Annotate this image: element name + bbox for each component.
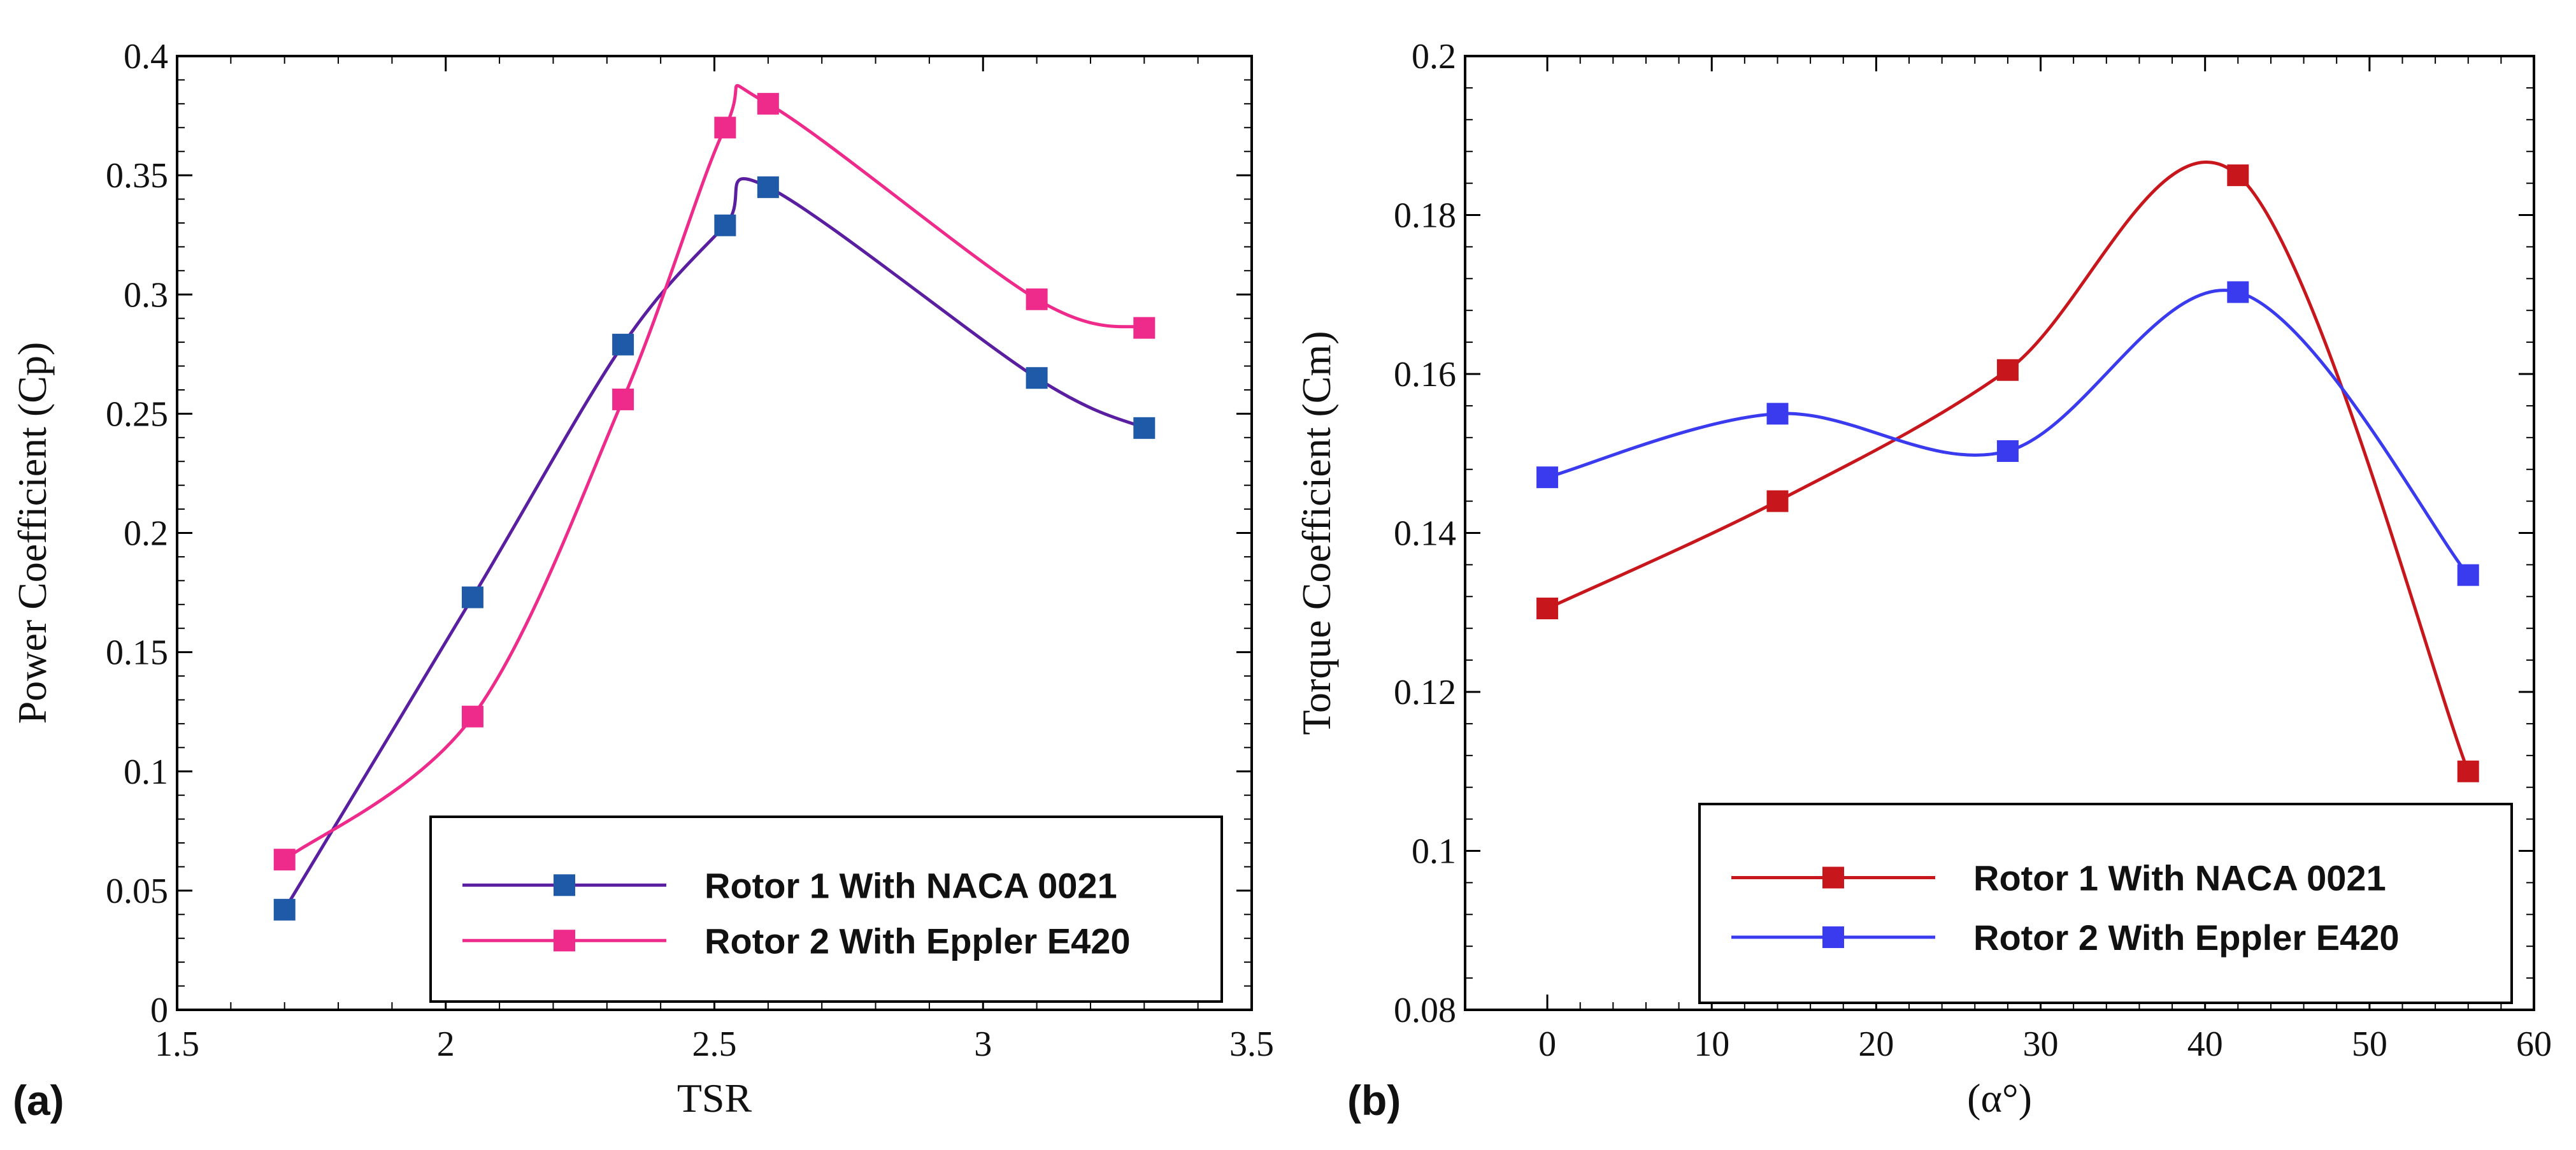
y-tick-label: 0.35 <box>106 156 168 196</box>
x-tick-label: 3 <box>974 1024 992 1064</box>
x-tick-label: 20 <box>1858 1024 1894 1064</box>
y-tick-label: 0.16 <box>1394 355 1456 394</box>
legend-box <box>429 816 1223 1003</box>
series-line-1 <box>1547 161 2470 772</box>
data-point-marker <box>757 92 779 115</box>
legend-label-1: Rotor 1 With NACA 0021 <box>1973 858 2386 898</box>
y-tick-label: 0.05 <box>106 872 168 911</box>
x-tick-label: 30 <box>2023 1024 2059 1064</box>
series-line-2 <box>1547 289 2470 577</box>
data-point-marker <box>1026 367 1048 389</box>
x-tick-label: 10 <box>1694 1024 1729 1064</box>
y-tick-label: 0.1 <box>124 752 168 792</box>
data-point-marker <box>612 388 634 410</box>
y-tick-label: 0.3 <box>124 275 168 315</box>
data-point-marker <box>461 586 483 608</box>
data-point-marker <box>1133 417 1156 439</box>
data-point-marker <box>612 333 634 356</box>
data-point-marker <box>461 705 483 728</box>
x-axis-title: TSR <box>677 1075 752 1121</box>
data-point-marker <box>1026 288 1048 310</box>
x-tick-label: 1.5 <box>155 1024 199 1064</box>
panel-label: (a) <box>13 1077 64 1124</box>
data-point-marker <box>1996 440 2019 463</box>
y-tick-label: 0.25 <box>106 394 168 434</box>
y-tick-label: 0 <box>150 991 168 1030</box>
series-line-1 <box>283 177 1145 911</box>
y-tick-label: 0.2 <box>124 514 168 554</box>
legend-marker-2 <box>554 930 575 952</box>
data-point-marker <box>757 176 779 198</box>
x-tick-label: 0 <box>1538 1024 1556 1064</box>
legend-marker-1 <box>1822 866 1844 889</box>
y-tick-label: 0.15 <box>106 633 168 673</box>
y-tick-label: 0.12 <box>1394 673 1456 712</box>
x-tick-label: 50 <box>2352 1024 2387 1064</box>
data-point-marker <box>1536 598 1559 620</box>
series-line-2 <box>283 83 1145 861</box>
x-tick-label: 60 <box>2516 1024 2552 1064</box>
legend-marker-1 <box>554 874 575 896</box>
y-tick-label: 0.1 <box>1412 832 1456 872</box>
y-axis-title: Power Coefficient (Cp) <box>10 342 55 724</box>
data-point-marker <box>2227 281 2249 303</box>
x-tick-label: 2 <box>437 1024 455 1064</box>
chart-panel-a: 1.5 2 2.5 3 3.5 0 0.05 0.1 0.15 0.2 0.25 0.3 0.35 0.4… <box>10 37 1274 1124</box>
legend-label-2: Rotor 2 With Eppler E420 <box>1973 917 2400 958</box>
legend-label-1: Rotor 1 With NACA 0021 <box>705 865 1117 905</box>
data-point-marker <box>273 898 296 921</box>
y-tick-label: 0.2 <box>1412 37 1456 76</box>
y-tick-label: 0.4 <box>124 37 168 76</box>
y-tick-label: 0.08 <box>1394 991 1456 1030</box>
data-point-marker <box>1133 317 1156 339</box>
legend-label-2: Rotor 2 With Eppler E420 <box>705 921 1131 961</box>
data-point-marker <box>1766 490 1789 512</box>
data-point-marker <box>2457 760 2479 782</box>
data-point-marker <box>1766 403 1789 425</box>
x-axis-title: (α°) <box>1967 1075 2032 1121</box>
x-tick-label: 2.5 <box>692 1024 737 1064</box>
legend-box <box>1698 803 2513 1004</box>
x-tick-label: 40 <box>2187 1024 2223 1064</box>
y-tick-label: 0.14 <box>1394 514 1456 554</box>
y-axis-title: Torque Coefficient (Cm) <box>1294 331 1339 735</box>
data-point-marker <box>1996 359 2019 381</box>
y-tick-label: 0.18 <box>1394 196 1456 236</box>
data-point-marker <box>714 214 736 236</box>
chart-panel-b: 0 10 20 30 40 50 60 0.08 0.1 0.12 0.14 0.16 0.18 0.2 (… <box>1294 37 2552 1124</box>
panel-label: (b) <box>1347 1077 1401 1124</box>
legend-marker-2 <box>1822 926 1844 949</box>
data-point-marker <box>714 117 736 139</box>
data-point-marker <box>2457 564 2479 586</box>
data-point-marker <box>273 849 296 871</box>
x-tick-label: 3.5 <box>1229 1024 1274 1064</box>
data-point-marker <box>2227 164 2249 187</box>
data-point-marker <box>1536 466 1559 489</box>
